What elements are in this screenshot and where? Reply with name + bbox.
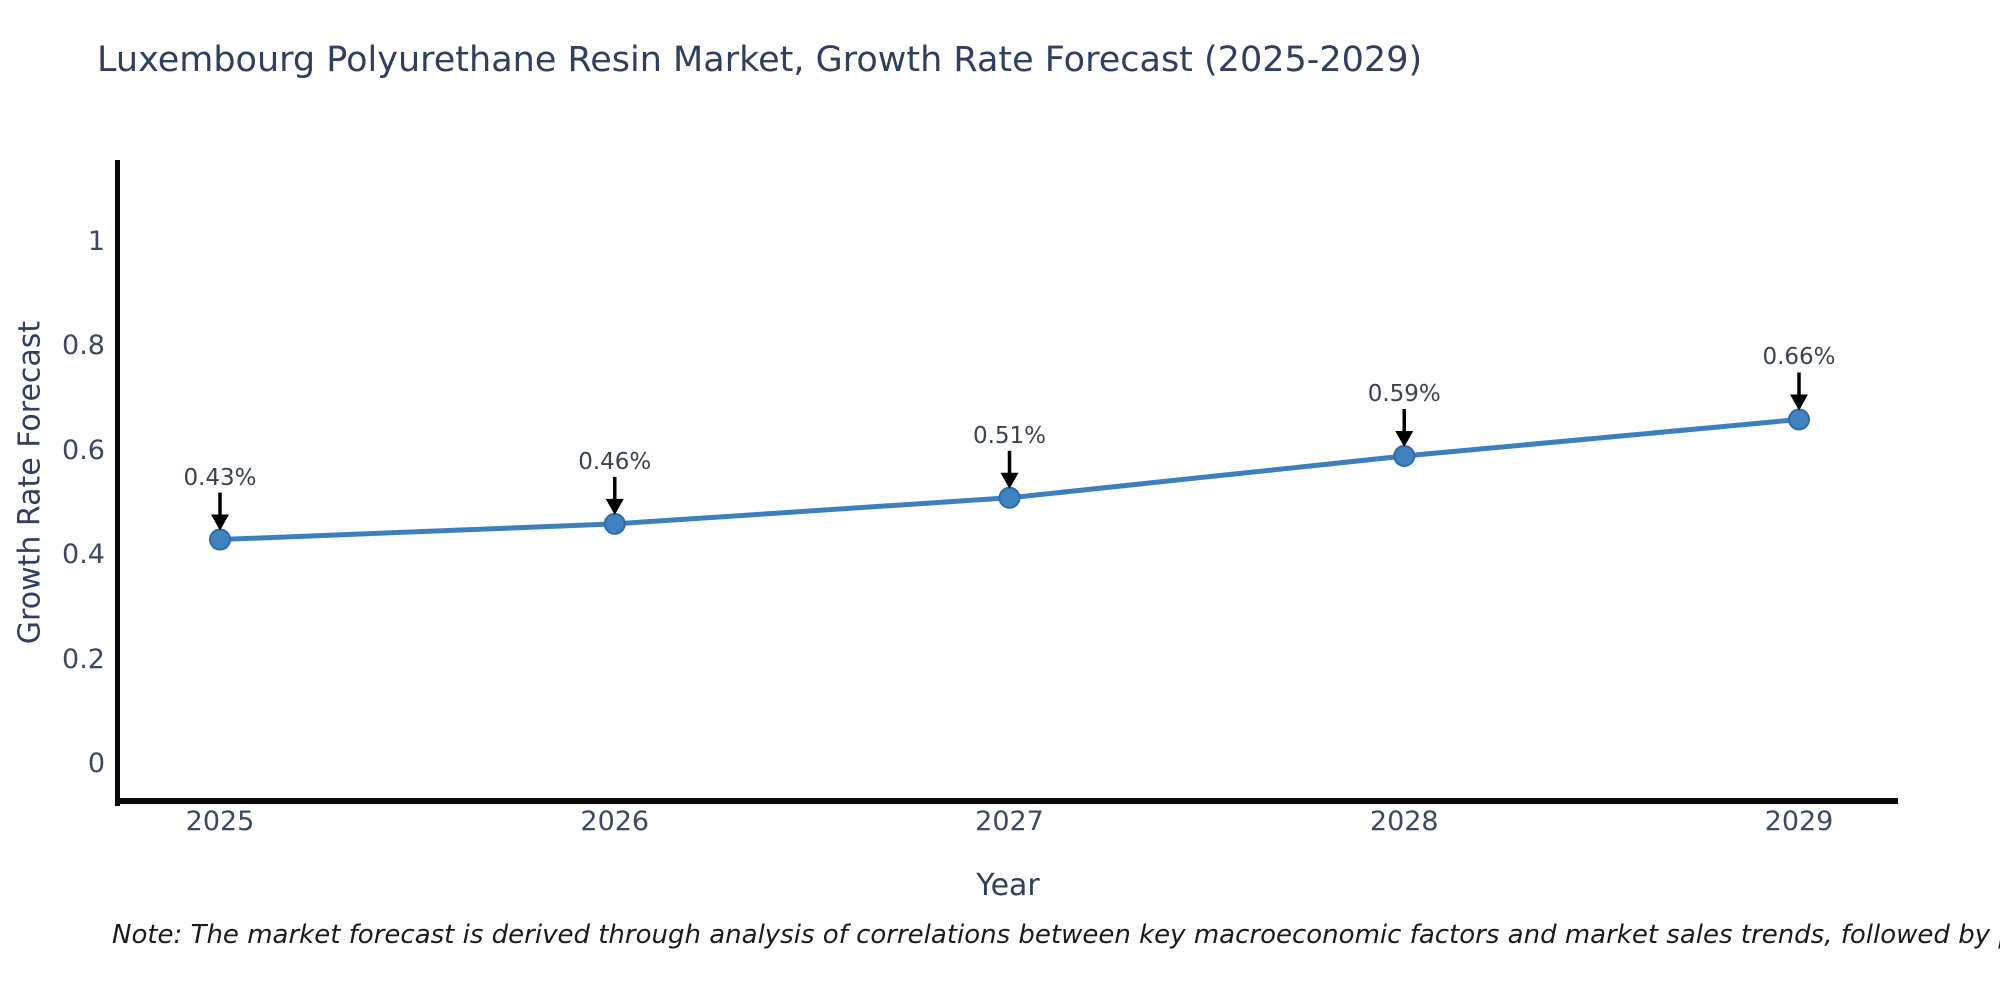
x-tick-label: 2026	[580, 806, 650, 837]
annotation-arrow-head	[211, 514, 229, 531]
x-tick-label: 2029	[1764, 806, 1834, 837]
data-point-marker	[603, 512, 626, 535]
data-point-marker	[1788, 408, 1810, 431]
y-tick-label: 1	[87, 226, 105, 257]
annotation-arrow-head	[1790, 394, 1808, 411]
annotation-arrow-head	[1395, 431, 1414, 448]
annotation-arrow-head	[1000, 472, 1019, 489]
y-axis-line	[115, 160, 120, 806]
x-axis-line	[115, 798, 1898, 804]
x-tick-label: 2025	[185, 806, 255, 837]
y-tick-label: 0	[87, 748, 105, 779]
y-tick-label: 0.6	[62, 434, 105, 466]
data-point-marker	[209, 528, 231, 551]
data-point-value-label: 0.51%	[972, 422, 1047, 449]
data-point-value-label: 0.59%	[1367, 381, 1441, 408]
y-tick-label: 0.4	[62, 539, 105, 571]
y-tick-label: 0.8	[62, 330, 105, 362]
chart-title: Luxembourg Polyurethane Resin Market, Gr…	[97, 40, 1423, 80]
x-tick-label: 2028	[1369, 806, 1439, 837]
data-point-value-label: 0.46%	[578, 448, 652, 475]
footnote: Note: The market forecast is derived thr…	[112, 920, 2000, 950]
x-axis-title: Year	[976, 868, 1040, 903]
data-point-value-label: 0.66%	[1762, 344, 1836, 371]
data-point-marker	[1393, 445, 1416, 468]
data-point-value-label: 0.43%	[183, 464, 257, 491]
y-tick-label: 0.2	[62, 643, 105, 675]
annotation-arrow-head	[605, 498, 624, 515]
x-tick-label: 2027	[975, 806, 1044, 837]
data-point-marker	[998, 486, 1021, 509]
